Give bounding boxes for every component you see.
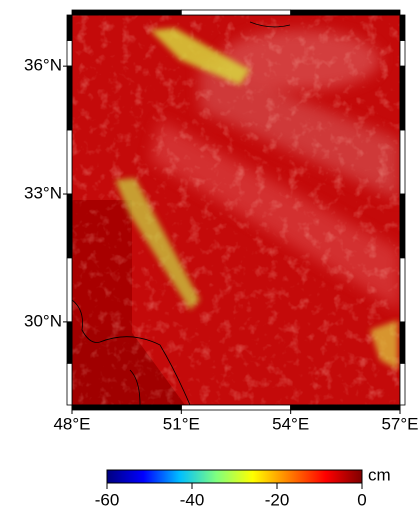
colorbar-tick-label: -20 bbox=[265, 490, 290, 509]
map-figure: 48°E 51°E 54°E 57°E 30°N 33°N 36°N cm -60 -40 -2… bbox=[0, 0, 420, 517]
frame-bar bbox=[291, 10, 400, 15]
frame-bar bbox=[72, 10, 181, 15]
frame-bar bbox=[67, 66, 72, 130]
x-tick-label: 51°E bbox=[163, 414, 200, 433]
frame-bar bbox=[67, 15, 72, 41]
frame-bar bbox=[72, 405, 181, 410]
frame-bar bbox=[400, 15, 405, 41]
frame-bar bbox=[400, 258, 405, 322]
y-tick-label: 36°N bbox=[24, 56, 62, 75]
frame-bar bbox=[400, 363, 405, 405]
colorbar-tick-label: -60 bbox=[95, 490, 120, 509]
frame-bar bbox=[67, 41, 72, 67]
x-tick-label: 48°E bbox=[53, 414, 90, 433]
frame-bar bbox=[400, 66, 405, 130]
frame-bar bbox=[67, 130, 72, 194]
frame-bar bbox=[400, 130, 405, 194]
frame-bar bbox=[67, 258, 72, 322]
frame-bar bbox=[400, 194, 405, 258]
frame-bar bbox=[67, 194, 72, 258]
y-tick-label: 30°N bbox=[24, 311, 62, 330]
colorbar-tick-label: -40 bbox=[180, 490, 205, 509]
y-tick-label: 33°N bbox=[24, 184, 62, 203]
colorbar-tick-label: 0 bbox=[357, 490, 366, 509]
colorbar-unit: cm bbox=[368, 465, 391, 484]
map-raster bbox=[72, 15, 400, 405]
frame-bar bbox=[400, 322, 405, 364]
frame-bar bbox=[291, 405, 400, 410]
frame-bar bbox=[181, 10, 290, 15]
frame-bar bbox=[67, 322, 72, 364]
frame-bar bbox=[67, 363, 72, 405]
frame-bar bbox=[400, 41, 405, 67]
x-tick-label: 54°E bbox=[272, 414, 309, 433]
x-tick-label: 57°E bbox=[381, 414, 418, 433]
frame-bar bbox=[181, 405, 290, 410]
colorbar bbox=[107, 470, 362, 483]
